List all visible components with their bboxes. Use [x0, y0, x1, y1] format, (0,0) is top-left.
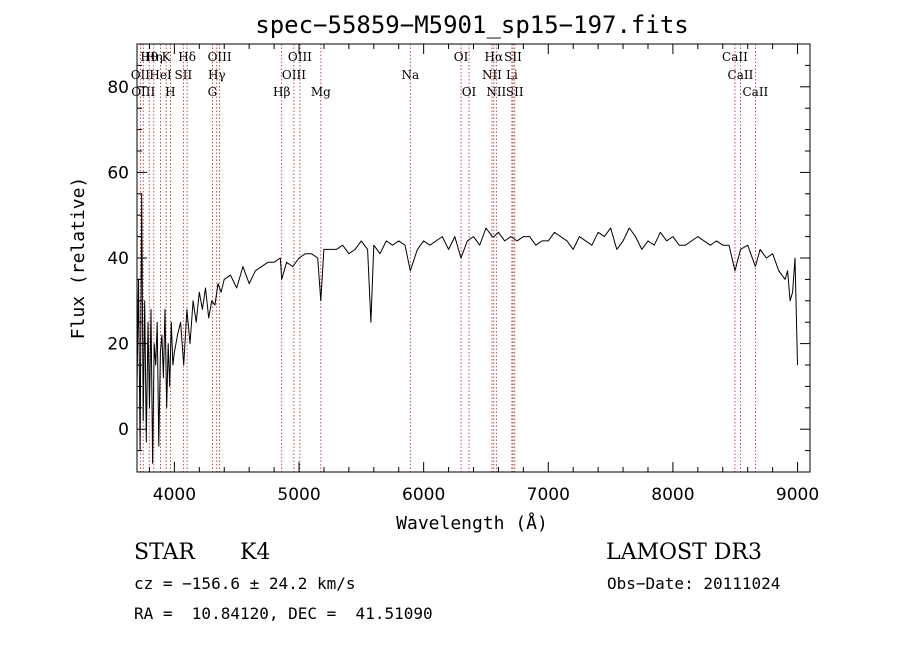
line-label: OIII — [282, 68, 306, 82]
y-tick-label: 20 — [107, 335, 129, 355]
line-label: CaII — [722, 50, 748, 64]
line-label: SII — [175, 68, 193, 82]
class-label: STAR — [134, 540, 195, 565]
line-label: HeI — [149, 68, 172, 82]
y-axis-label: Flux (relative) — [68, 177, 89, 340]
line-label: OIII — [288, 50, 312, 64]
obs-date-text: Obs−Date: 20111024 — [607, 574, 781, 593]
line-label: OIII — [208, 50, 232, 64]
line-label: K — [162, 50, 172, 64]
series-group — [136, 193, 798, 464]
line-label: NII — [482, 68, 502, 82]
line-markers — [139, 44, 756, 472]
line-label: Hδ — [178, 50, 196, 64]
line-label: Mg — [311, 85, 331, 99]
line-label: NII — [486, 85, 506, 99]
line-label: CaII — [742, 85, 768, 99]
line-label: Li — [506, 68, 518, 82]
line-label: CaII — [728, 68, 754, 82]
line-label: G — [208, 85, 218, 99]
x-tick-label: 7000 — [527, 485, 570, 505]
line-label: OII — [131, 68, 151, 82]
x-tick-label: 4000 — [153, 485, 196, 505]
x-axis-label: Wavelength (Å) — [396, 512, 548, 534]
chart-title: spec−55859−M5901_sp15−197.fits — [255, 11, 688, 39]
line-label: Hα — [485, 50, 504, 64]
series-line-flux — [136, 193, 798, 464]
y-tick-label: 60 — [107, 163, 129, 183]
redshift-text: cz = −156.6 ± 24.2 km/s — [134, 574, 356, 593]
plot-frame — [136, 43, 811, 473]
line-label: OI — [462, 85, 477, 99]
line-label: Hβ — [273, 85, 290, 99]
line-label: Hθ — [140, 50, 158, 64]
x-axis: 4000 5000 6000 7000 8000 9000 — [148, 44, 819, 505]
line-label: H — [165, 85, 175, 99]
line-label: SII — [504, 50, 522, 64]
x-tick-label: 8000 — [651, 485, 694, 505]
y-tick-label: 0 — [118, 420, 129, 440]
x-tick-label: 9000 — [776, 485, 819, 505]
coords-text: RA = 10.84120, DEC = 41.51090 — [134, 604, 433, 623]
line-label: Hγ — [208, 68, 226, 82]
y-axis: 0 20 40 60 80 — [107, 43, 810, 452]
y-tick-label: 40 — [107, 249, 129, 269]
x-tick-label: 6000 — [402, 485, 445, 505]
line-label: Hη — [145, 50, 163, 64]
subclass-label: K4 — [240, 540, 271, 565]
line-label: Na — [401, 68, 419, 82]
x-tick-label: 5000 — [277, 485, 320, 505]
y-tick-label: 80 — [107, 78, 129, 98]
line-label: OI — [454, 50, 469, 64]
survey-label: LAMOST DR3 — [606, 540, 762, 565]
line-label: SII — [506, 85, 524, 99]
